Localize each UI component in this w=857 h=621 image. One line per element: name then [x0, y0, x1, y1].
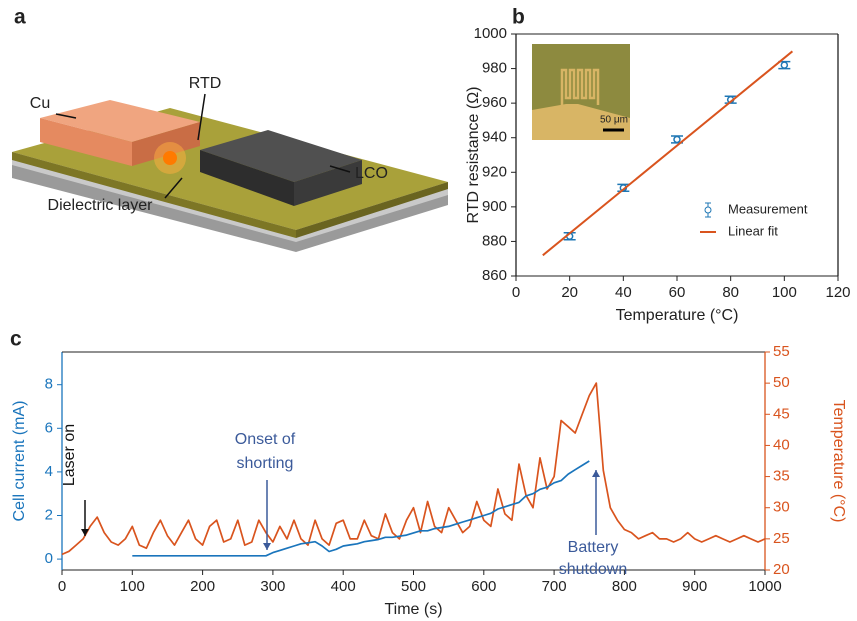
x-axis-label: Temperature (°C) — [616, 307, 739, 324]
x-tick-label: 0 — [58, 578, 66, 595]
y2-tick-label: 45 — [773, 405, 790, 422]
x-tick-label: 0 — [512, 284, 520, 301]
y2-tick-label: 30 — [773, 499, 790, 516]
x-tick-label: 400 — [331, 578, 356, 595]
scale-label: 50 μm — [600, 115, 628, 126]
arrow-head — [263, 543, 271, 550]
marker — [781, 62, 787, 68]
laser-spot — [163, 151, 177, 165]
x-tick-label: 600 — [471, 578, 496, 595]
data-line — [62, 383, 765, 554]
label-rtd: RTD — [189, 75, 222, 92]
figure: a Cu RTD LCO Dielectric layer 50 μm 0204… — [0, 0, 857, 621]
x-tick-label: 1000 — [748, 578, 781, 595]
x-tick-label: 500 — [401, 578, 426, 595]
y-tick-label: 8 — [45, 376, 53, 393]
y-tick-label: 6 — [45, 419, 53, 436]
y-axis-label: RTD resistance (Ω) — [465, 86, 482, 223]
y2-tick-label: 55 — [773, 343, 790, 360]
x-axis-label: Time (s) — [384, 601, 442, 618]
y2-tick-label: 50 — [773, 374, 790, 391]
x-tick-label: 20 — [561, 284, 578, 301]
x-tick-label: 60 — [669, 284, 686, 301]
y-tick-label: 900 — [482, 198, 507, 215]
y-tick-label: 4 — [45, 463, 53, 480]
annotation: Onset of — [235, 431, 296, 448]
y-tick-label: 960 — [482, 94, 507, 111]
y-tick-label: 920 — [482, 163, 507, 180]
y2-tick-label: 35 — [773, 468, 790, 485]
x-tick-label: 700 — [542, 578, 567, 595]
x-tick-label: 900 — [682, 578, 707, 595]
device-diagram: a Cu RTD LCO Dielectric layer — [12, 6, 448, 252]
y2-tick-label: 25 — [773, 530, 790, 547]
y2-tick-label: 40 — [773, 436, 790, 453]
label-lco: LCO — [355, 165, 388, 182]
legend-label: Measurement — [728, 201, 808, 216]
label-cu: Cu — [30, 95, 50, 112]
panel-label: c — [10, 328, 22, 351]
x-tick-label: 100 — [120, 578, 145, 595]
y-tick-label: 860 — [482, 267, 507, 284]
arrow-head — [81, 529, 89, 536]
panel-label: b — [512, 6, 525, 29]
arrow-head — [592, 470, 600, 477]
legend-label: Linear fit — [728, 223, 778, 238]
y-tick-label: 2 — [45, 506, 53, 523]
y2-axis-label: Temperature (°C) — [830, 400, 847, 523]
inset-micrograph: 50 μm — [532, 44, 630, 140]
label-dielectric: Dielectric layer — [48, 197, 154, 214]
legend-key — [705, 207, 711, 213]
marker — [674, 136, 680, 142]
x-tick-label: 80 — [722, 284, 739, 301]
y-tick-label: 0 — [45, 550, 53, 567]
annotation: shutdown — [559, 561, 628, 578]
annotation: Battery — [568, 539, 619, 556]
x-tick-label: 800 — [612, 578, 637, 595]
y-tick-label: 1000 — [474, 25, 507, 42]
annotation: shorting — [237, 455, 294, 472]
x-tick-label: 100 — [772, 284, 797, 301]
x-tick-label: 40 — [615, 284, 632, 301]
y-tick-label: 940 — [482, 129, 507, 146]
y-axis-label: Cell current (mA) — [11, 401, 28, 522]
panel-label: a — [14, 6, 26, 29]
x-tick-label: 300 — [260, 578, 285, 595]
x-tick-label: 200 — [190, 578, 215, 595]
y-tick-label: 880 — [482, 232, 507, 249]
x-tick-label: 120 — [825, 284, 850, 301]
annotation: Laser on — [61, 424, 78, 486]
y-tick-label: 980 — [482, 60, 507, 77]
y2-tick-label: 20 — [773, 561, 790, 578]
